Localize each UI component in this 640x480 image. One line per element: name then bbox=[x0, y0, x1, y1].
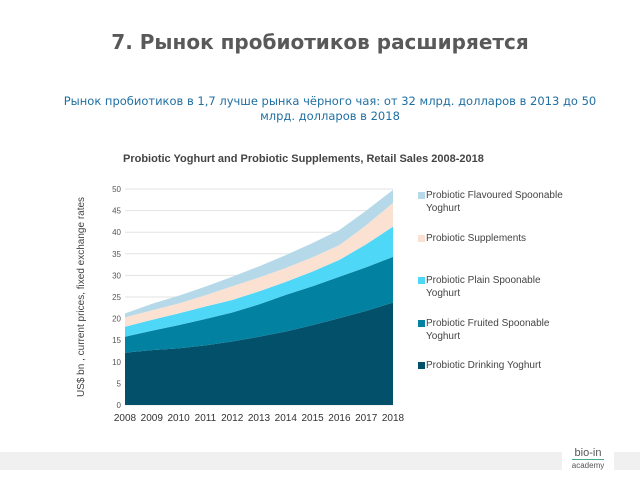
x-tick-label: 2011 bbox=[195, 413, 217, 424]
x-tick-label: 2014 bbox=[275, 413, 298, 424]
legend-item: Probiotic Flavoured Spoonable Yoghurt bbox=[418, 190, 568, 215]
area-series-3 bbox=[125, 202, 393, 327]
legend-label: Probiotic Plain Spoonable Yoghurt bbox=[426, 275, 541, 299]
legend-item: Probiotic Fruited Spoonable Yoghurt bbox=[418, 318, 568, 343]
y-tick-label: 45 bbox=[112, 207, 121, 216]
x-tick-label: 2018 bbox=[382, 413, 405, 424]
page-subtitle: Рынок пробиотиков в 1,7 лучше рынка чёрн… bbox=[63, 94, 597, 123]
legend-label: Probiotic Flavoured Spoonable Yoghurt bbox=[426, 190, 563, 214]
y-tick-label: 35 bbox=[112, 250, 121, 259]
legend-label: Probiotic Supplements bbox=[426, 233, 527, 244]
y-tick-label: 20 bbox=[112, 315, 121, 324]
y-tick-label: 40 bbox=[112, 228, 121, 237]
legend-label: Probiotic Drinking Yoghurt bbox=[426, 360, 542, 371]
legend-label: Probiotic Fruited Spoonable Yoghurt bbox=[426, 318, 550, 342]
legend-item: Probiotic Supplements bbox=[418, 233, 568, 246]
legend-swatch bbox=[418, 235, 425, 242]
legend-swatch bbox=[418, 362, 425, 369]
legend-swatch bbox=[418, 277, 425, 284]
y-tick-label: 25 bbox=[112, 293, 121, 302]
legend-item: Probiotic Drinking Yoghurt bbox=[418, 360, 568, 373]
x-tick-label: 2008 bbox=[114, 413, 137, 424]
bio-in-academy-logo: bio-in academy bbox=[562, 448, 614, 474]
x-tick-label: 2012 bbox=[221, 413, 244, 424]
area-series-0 bbox=[125, 302, 393, 405]
y-tick-label: 50 bbox=[112, 185, 121, 194]
x-tick-label: 2009 bbox=[141, 413, 164, 424]
page-title: 7. Рынок пробиотиков расширяется bbox=[111, 30, 529, 54]
x-tick-label: 2017 bbox=[355, 413, 378, 424]
legend-item: Probiotic Plain Spoonable Yoghurt bbox=[418, 275, 568, 300]
x-tick-label: 2016 bbox=[328, 413, 351, 424]
chart-title: Probiotic Yoghurt and Probiotic Suppleme… bbox=[123, 153, 484, 165]
x-tick-label: 2010 bbox=[167, 413, 190, 424]
y-tick-label: 0 bbox=[117, 401, 122, 410]
legend-swatch bbox=[418, 192, 425, 199]
x-tick-label: 2013 bbox=[248, 413, 271, 424]
area-series-4 bbox=[125, 189, 393, 318]
y-axis-label: US$ bn , current prices, fixed exchange … bbox=[76, 197, 87, 397]
area-series-2 bbox=[125, 226, 393, 337]
legend-swatch bbox=[418, 320, 425, 327]
footer-bar bbox=[0, 452, 640, 470]
y-tick-label: 10 bbox=[112, 358, 121, 367]
x-tick-label: 2015 bbox=[301, 413, 324, 424]
y-tick-label: 15 bbox=[112, 336, 121, 345]
y-tick-label: 5 bbox=[117, 379, 122, 388]
logo-text: bio-in bbox=[574, 447, 602, 459]
y-tick-label: 30 bbox=[112, 271, 121, 280]
area-series-1 bbox=[125, 256, 393, 353]
logo-subtext: academy bbox=[571, 459, 605, 470]
